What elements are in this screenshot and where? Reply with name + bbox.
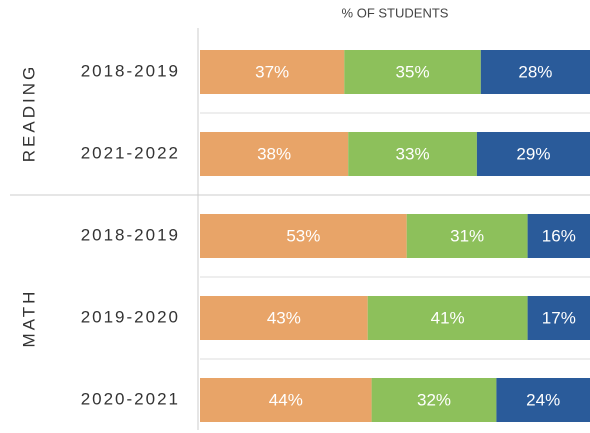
x-axis-label: % OF STUDENTS <box>342 5 449 20</box>
value-label: 44% <box>269 390 303 409</box>
bar-segment <box>200 378 372 422</box>
value-label: 17% <box>542 308 576 327</box>
value-label: 37% <box>255 62 289 81</box>
category-label: 2021-2022 <box>81 143 180 162</box>
bar-segment <box>476 132 590 176</box>
bar-segment <box>348 132 477 176</box>
value-label: 28% <box>518 62 552 81</box>
value-label: 33% <box>396 144 430 163</box>
bar-segment <box>406 214 528 258</box>
category-label: 2019-2020 <box>81 307 180 326</box>
value-label: 31% <box>450 226 484 245</box>
bar-segment <box>371 378 497 422</box>
bar-segment <box>200 50 345 94</box>
group-label: MATH <box>19 289 38 348</box>
value-label: 16% <box>542 226 576 245</box>
bar-segment <box>200 214 407 258</box>
group-label: READING <box>19 64 38 162</box>
bar-segment <box>527 214 590 258</box>
bar-segment <box>344 50 481 94</box>
category-label: 2020-2021 <box>81 389 180 408</box>
value-label: 32% <box>417 390 451 409</box>
value-label: 43% <box>267 308 301 327</box>
bar-segment <box>496 378 590 422</box>
value-label: 24% <box>526 390 560 409</box>
value-label: 53% <box>286 226 320 245</box>
bar-segment <box>200 132 349 176</box>
category-label: 2018-2019 <box>81 225 180 244</box>
value-label: 35% <box>396 62 430 81</box>
bar-segment <box>527 296 590 340</box>
bar-segment <box>367 296 528 340</box>
value-label: 29% <box>516 144 550 163</box>
value-label: 38% <box>257 144 291 163</box>
value-label: 41% <box>431 308 465 327</box>
category-label: 2018-2019 <box>81 61 180 80</box>
bar-segment <box>200 296 368 340</box>
bar-segment <box>480 50 590 94</box>
